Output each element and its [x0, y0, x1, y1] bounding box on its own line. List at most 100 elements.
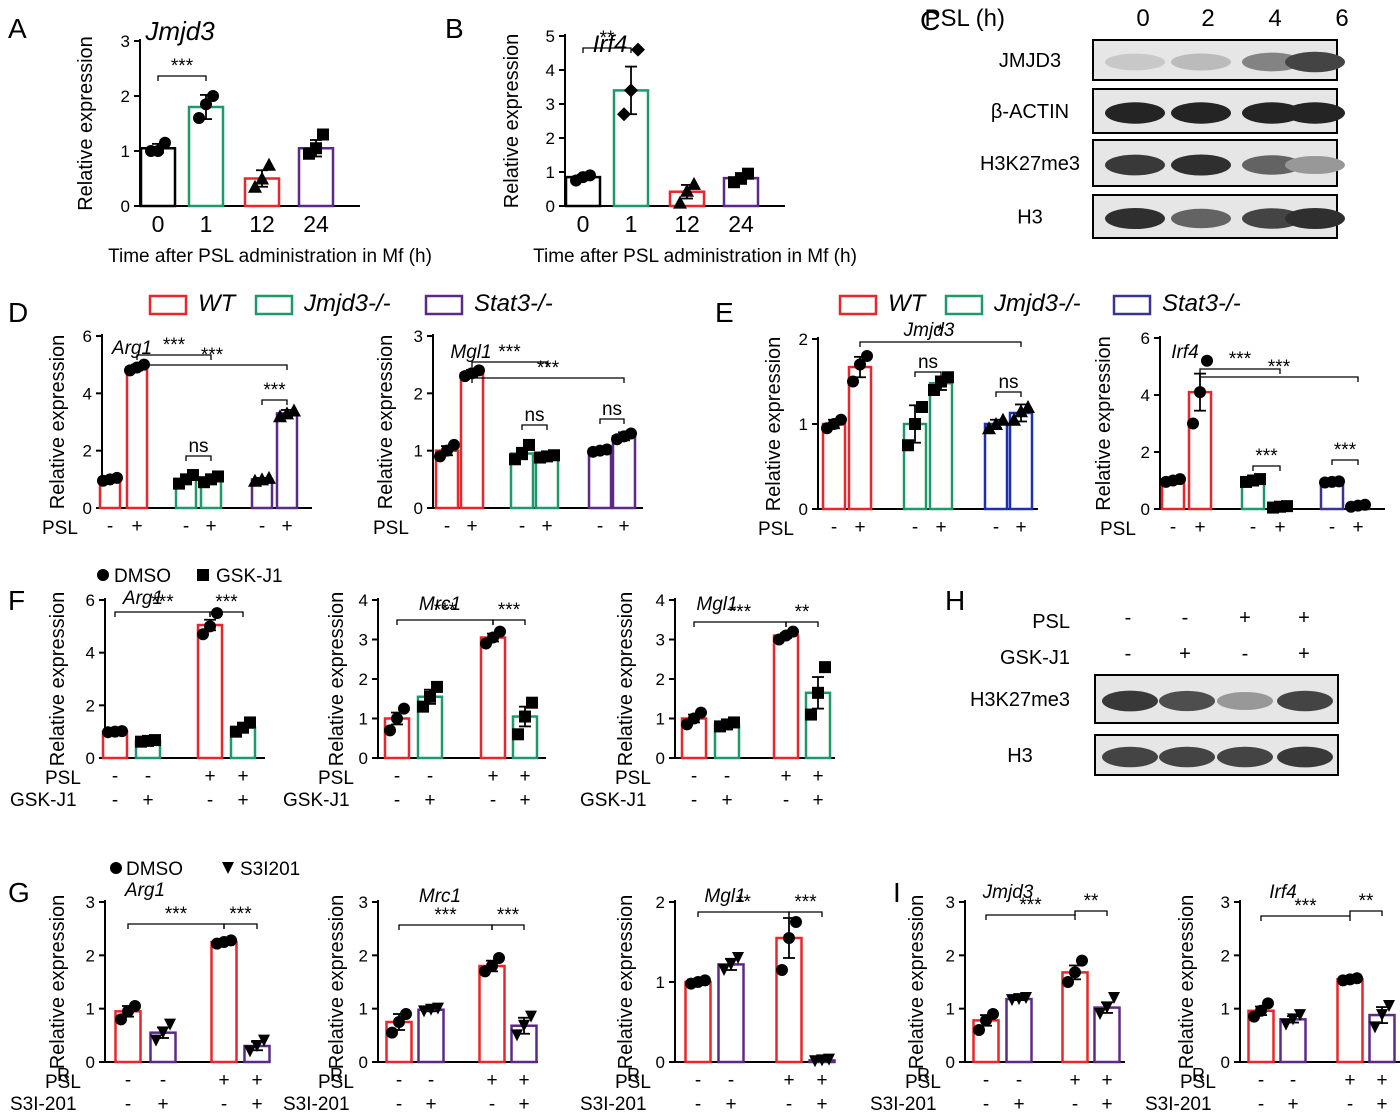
data-point — [989, 417, 1003, 430]
data-point — [511, 1029, 523, 1042]
bar — [928, 381, 954, 511]
data-point — [1274, 500, 1286, 513]
treatment-sign: - — [786, 1094, 792, 1115]
psl-sign: + — [1101, 1070, 1112, 1091]
legend-genotype-d: WT Jmjd3-/- Stat3-/- — [148, 290, 553, 317]
data-point — [255, 171, 269, 185]
data-point — [1287, 1013, 1299, 1026]
x-axis-label: Time after PSL administration in Mf (h) — [108, 246, 432, 267]
data-point — [1262, 997, 1274, 1010]
data-point — [1021, 400, 1035, 413]
psl-sign: - — [724, 766, 730, 787]
data-point — [473, 364, 485, 377]
y-tick-label: 0 — [83, 499, 92, 518]
y-tick-label: 1 — [1221, 1000, 1230, 1019]
y-axis-label: Relative expression — [906, 895, 928, 1070]
blot-band — [1159, 746, 1215, 768]
y-axis-label: Relative expression — [47, 335, 69, 510]
blot-band — [1171, 102, 1231, 124]
legend-genotype-e: WT Jmjd3-/- Stat3-/- — [838, 290, 1241, 317]
treatment-sign: + — [425, 1094, 436, 1115]
significance-label: *** — [215, 592, 238, 613]
significance-bracket — [1074, 910, 1108, 916]
significance-bracket — [785, 621, 819, 627]
chart-title: Arg1 — [122, 588, 163, 609]
treatment-sign: + — [157, 1094, 168, 1115]
significance-label: *** — [165, 904, 188, 925]
data-point — [1007, 412, 1021, 426]
data-point — [262, 157, 276, 171]
treatment-sign: - — [207, 790, 213, 811]
data-point — [317, 128, 329, 141]
blot-band — [1242, 208, 1302, 229]
legend-label: DMSO — [126, 859, 183, 880]
panel-letter-g: G — [8, 877, 30, 908]
x-axis-label: Time after PSL administration in Mf (h) — [533, 246, 857, 267]
y-tick-label: 4 — [83, 384, 92, 403]
row-label-psl: PSL — [45, 1072, 81, 1093]
data-point — [1062, 976, 1074, 988]
y-tick-label: 1 — [656, 710, 665, 729]
data-point — [1101, 1001, 1113, 1014]
row-label-psl: PSL — [1100, 519, 1136, 540]
row-label-psl: PSL — [42, 518, 78, 539]
y-tick-label: 0 — [414, 499, 423, 518]
y-tick-label: 1 — [121, 142, 130, 161]
data-point — [164, 1018, 176, 1031]
legend-label: WT — [198, 290, 238, 317]
psl-sign: - — [427, 766, 433, 787]
blot-band — [1285, 155, 1345, 175]
data-point — [584, 169, 596, 182]
chart-title: Mgl1 — [704, 886, 745, 907]
legend-marker-dmso — [110, 862, 122, 874]
data-point — [187, 469, 199, 482]
y-tick-label: 2 — [1141, 443, 1150, 462]
data-point — [847, 375, 859, 388]
treatment-sign: - — [983, 1094, 989, 1115]
panel-letter-a: A — [8, 13, 27, 44]
data-point — [211, 607, 223, 620]
y-tick-label: 3 — [656, 631, 665, 650]
significance-label: *** — [1255, 446, 1278, 467]
data-point — [601, 443, 613, 456]
significance-bracket — [157, 75, 207, 81]
y-tick-label: 2 — [121, 87, 130, 106]
significance-bracket — [1260, 915, 1351, 921]
y-axis-label: Relative expression — [47, 895, 69, 1070]
data-point — [916, 401, 928, 413]
treatment-sign: + — [424, 790, 435, 811]
data-point — [157, 1026, 169, 1039]
row-label-treatment: S3I-201 — [870, 1094, 937, 1115]
legend-swatch — [424, 294, 464, 316]
chart-title: Irf4 — [1171, 342, 1198, 363]
y-tick-label: 4 — [1141, 386, 1150, 405]
data-point — [111, 471, 123, 484]
blot-band — [1277, 746, 1333, 768]
psl-sign: - — [597, 516, 603, 537]
data-point — [207, 90, 219, 102]
bar — [821, 422, 847, 511]
blot-condition-label: PSL — [1032, 611, 1070, 633]
blot-lane-label: 2 — [1201, 5, 1214, 32]
treatment-sign: - — [394, 790, 400, 811]
psl-sign: - — [107, 516, 113, 537]
data-point — [1369, 1021, 1381, 1034]
psl-sign: - — [728, 1070, 734, 1091]
data-point — [1281, 500, 1293, 513]
data-point — [1094, 1008, 1106, 1020]
psl-sign: - — [691, 766, 697, 787]
legend-swatch — [148, 294, 188, 316]
significance-label: ns — [524, 405, 544, 426]
psl-sign: + — [237, 766, 248, 787]
treatment-sign: - — [783, 790, 789, 811]
significance-label: ** — [1359, 891, 1374, 912]
significance-label: *** — [201, 345, 224, 366]
y-tick-label: 5 — [546, 27, 555, 46]
bar — [479, 636, 507, 760]
y-tick-label: 2 — [946, 946, 955, 965]
y-tick-label: 2 — [656, 893, 665, 912]
data-point — [819, 661, 831, 674]
